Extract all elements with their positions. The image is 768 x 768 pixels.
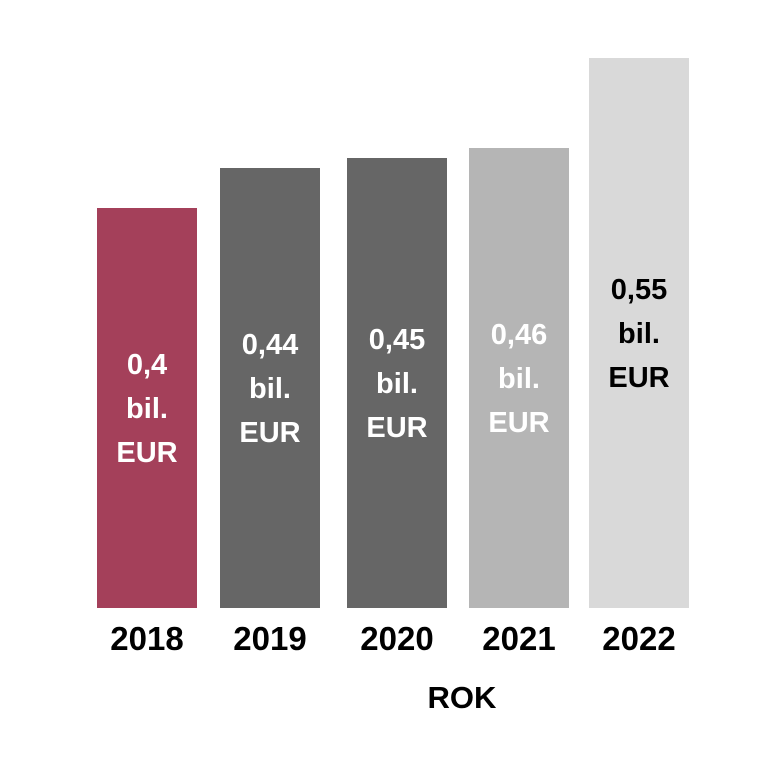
data-label-2019: 0,44 bil. EUR: [239, 329, 300, 449]
bar-2021: [469, 148, 569, 608]
data-label-2018: 0,4 bil. EUR: [116, 349, 177, 469]
bar-2020: [347, 158, 447, 608]
x-tick-labels-group: 2018 2019 2020 2021 2022: [110, 620, 675, 657]
data-label-2022: 0,55 bil. EUR: [608, 274, 669, 394]
bar-2019: [220, 168, 320, 608]
x-tick-label-2018: 2018: [110, 620, 183, 657]
x-tick-label-2020: 2020: [360, 620, 433, 657]
x-tick-label-2021: 2021: [482, 620, 555, 657]
data-labels-group: 0,4 bil. EUR 0,44 bil. EUR 0,45 bil. EUR 0,46 bil.…: [116, 274, 669, 469]
x-axis-label: ROK: [428, 680, 498, 715]
x-tick-label-2019: 2019: [233, 620, 306, 657]
bar-2018: [97, 208, 197, 608]
bar-2022: [589, 58, 689, 608]
x-tick-label-2022: 2022: [602, 620, 675, 657]
data-label-2020: 0,45 bil. EUR: [366, 324, 427, 444]
bars-group: [97, 58, 689, 608]
data-label-2021: 0,46 bil. EUR: [488, 319, 549, 439]
